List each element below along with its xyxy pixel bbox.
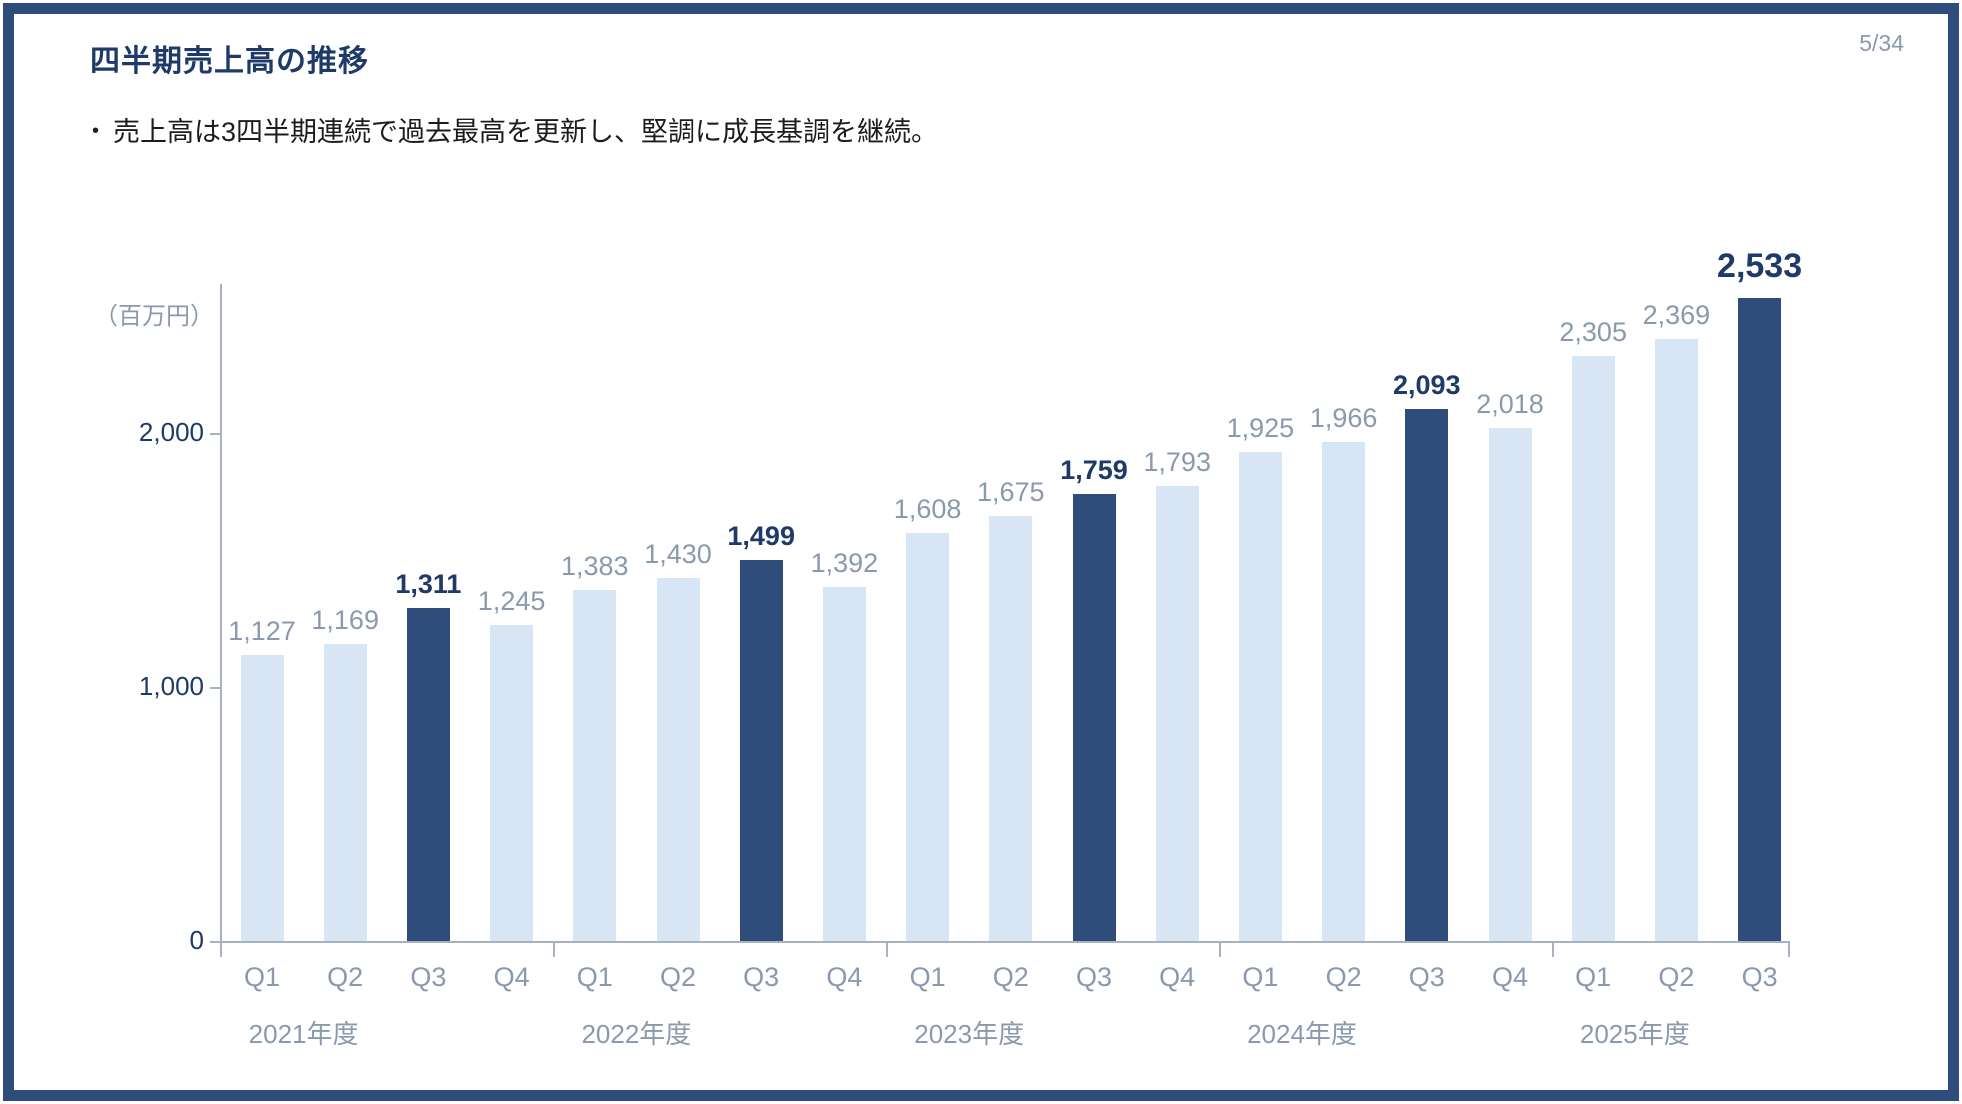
bullet-point: • 売上高は3四半期連続で過去最高を更新し、堅調に成長基調を継続。	[92, 110, 938, 149]
x-axis-start-tick	[220, 941, 222, 957]
page-title: 四半期売上高の推移	[90, 45, 369, 78]
x-axis-quarter-label: Q1	[1242, 962, 1279, 992]
x-axis-quarter-label: Q1	[1575, 962, 1612, 992]
bar-value-label: 1,392	[810, 548, 879, 578]
bar-2022年度-Q1	[573, 590, 617, 941]
bar-2021年度-Q4	[490, 625, 534, 941]
x-axis-quarter-label: Q3	[1408, 962, 1445, 992]
bar-2024年度-Q2	[1322, 442, 1366, 941]
bar-value-label: 2,533	[1717, 247, 1803, 285]
x-axis-quarter-label: Q1	[909, 962, 946, 992]
y-axis-tick	[210, 941, 220, 943]
y-axis-tick-label: 2,000	[138, 417, 204, 447]
bar-2023年度-Q2	[989, 516, 1033, 941]
x-axis-quarter-label: Q2	[659, 962, 697, 992]
page-number: 5/34	[1859, 30, 1904, 56]
y-axis-unit-label: （百万円）	[94, 303, 214, 330]
x-axis-quarter-label: Q3	[1741, 962, 1778, 992]
x-axis-quarter-label: Q4	[1491, 962, 1529, 992]
x-axis-year-label: 2025年度	[1579, 1019, 1690, 1049]
bar-2024年度-Q3	[1405, 409, 1449, 941]
bar-value-label: 1,966	[1309, 403, 1378, 433]
bar-2022年度-Q4	[822, 587, 866, 941]
x-axis-quarter-label: Q4	[493, 962, 530, 992]
bar-2025年度-Q3	[1738, 298, 1782, 941]
x-axis-quarter-label: Q3	[743, 962, 780, 992]
x-axis-line	[220, 941, 1790, 943]
bar-value-label: 1,127	[228, 616, 296, 646]
x-axis-quarter-label: Q2	[327, 962, 364, 992]
bar-2025年度-Q1	[1571, 356, 1615, 941]
x-axis-quarter-label: Q4	[1159, 962, 1196, 992]
x-axis-year-label: 2021年度	[248, 1019, 359, 1049]
bar-2023年度-Q4	[1155, 486, 1199, 941]
bar-value-label: 1,925	[1226, 413, 1295, 443]
bar-value-label: 1,759	[1060, 455, 1128, 485]
bar-value-label: 2,093	[1393, 370, 1461, 400]
x-axis-year-label: 2023年度	[914, 1019, 1025, 1049]
y-axis-line	[220, 284, 222, 941]
bar-value-label: 1,430	[644, 539, 712, 569]
x-axis-quarter-label: Q2	[1658, 962, 1695, 992]
bar-value-label: 2,018	[1476, 389, 1544, 419]
bar-value-label: 1,793	[1143, 447, 1211, 477]
bullet-marker: •	[92, 120, 100, 142]
x-axis-year-label: 2024年度	[1247, 1019, 1357, 1049]
y-axis-tick-label: 0	[189, 925, 204, 955]
bullet-text: 売上高は3四半期連続で過去最高を更新し、堅調に成長基調を継続。	[113, 117, 939, 147]
x-axis-quarter-label: Q3	[410, 962, 447, 992]
x-axis-quarter-label: Q1	[243, 962, 281, 992]
bar-value-label: 1,608	[893, 494, 962, 524]
bar-2024年度-Q1	[1238, 452, 1282, 941]
bar-value-label: 1,245	[477, 586, 546, 616]
x-axis-quarter-label: Q2	[1325, 962, 1362, 992]
x-axis-group-tick	[1551, 941, 1554, 957]
y-axis-tick	[210, 687, 220, 689]
x-axis-quarter-label: Q1	[576, 962, 613, 992]
bar-value-label: 1,311	[395, 569, 462, 599]
x-axis-year-label: 2022年度	[581, 1019, 692, 1049]
bar-2022年度-Q2	[656, 578, 700, 941]
x-axis-group-tick	[553, 941, 556, 957]
y-axis-tick	[210, 433, 220, 435]
x-axis-end-tick	[1788, 941, 1790, 957]
bar-2023年度-Q3	[1072, 494, 1116, 941]
x-axis-quarter-label: Q2	[992, 962, 1029, 992]
bar-value-label: 1,169	[311, 605, 379, 635]
bar-2022年度-Q3	[739, 560, 783, 941]
x-axis-quarter-label: Q4	[826, 962, 863, 992]
x-axis-group-tick	[886, 941, 888, 957]
bar-2025年度-Q2	[1654, 339, 1698, 941]
bar-2023年度-Q1	[906, 533, 950, 941]
bar-value-label: 1,383	[561, 551, 629, 581]
bar-2024年度-Q4	[1488, 428, 1532, 941]
bar-value-label: 1,499	[727, 521, 795, 551]
x-axis-quarter-label: Q3	[1075, 962, 1113, 992]
bar-2021年度-Q2	[323, 644, 367, 941]
bar-2021年度-Q1	[240, 655, 284, 941]
bar-2021年度-Q3	[406, 608, 450, 941]
bar-value-label: 1,675	[977, 477, 1045, 507]
bar-value-label: 2,369	[1642, 300, 1711, 330]
x-axis-group-tick	[1218, 941, 1221, 957]
bar-value-label: 2,305	[1559, 317, 1627, 347]
y-axis-tick-label: 1,000	[138, 671, 204, 701]
